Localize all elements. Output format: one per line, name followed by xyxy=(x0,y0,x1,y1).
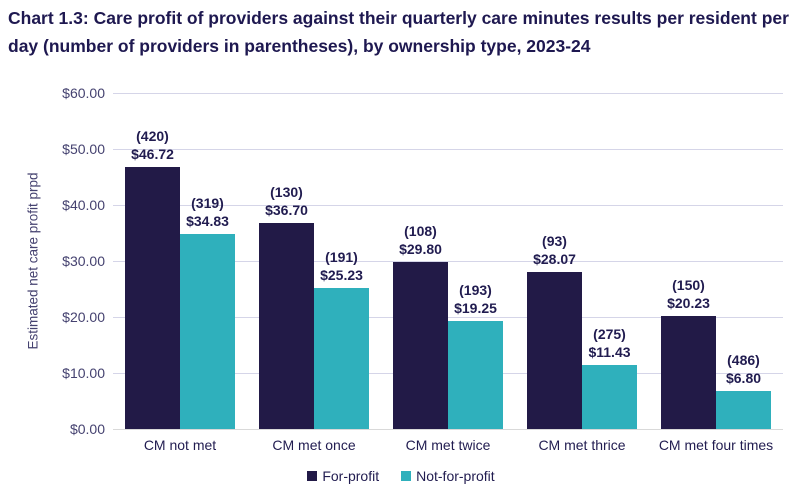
legend: For-profit Not-for-profit xyxy=(0,468,802,484)
profit-value-label: $19.25 xyxy=(454,300,497,317)
x-tick-label: CM not met xyxy=(143,437,217,453)
y-tick-label: $20.00 xyxy=(62,309,105,325)
profit-value-label: $6.80 xyxy=(725,369,762,386)
x-tick-label: CM met twice xyxy=(405,437,491,453)
bar-label-for-profit: (93) $28.07 xyxy=(533,232,576,268)
legend-swatch-for-profit xyxy=(307,471,318,481)
provider-count-label: (193) xyxy=(459,282,492,299)
profit-value-label: $20.23 xyxy=(667,294,710,311)
provider-count-label: (191) xyxy=(325,248,358,265)
legend-item-not-for-profit: Not-for-profit xyxy=(401,468,495,484)
bar-label-for-profit: (108) $29.80 xyxy=(399,222,442,258)
legend-label: Not-for-profit xyxy=(416,468,495,484)
bar-label-for-profit: (130) $36.70 xyxy=(265,183,308,219)
x-tick-label: CM met once xyxy=(272,437,356,453)
y-tick-label: $50.00 xyxy=(62,141,105,157)
bar-not-for-profit: (191) $25.23 xyxy=(314,249,369,429)
gridline xyxy=(113,261,783,262)
bar-not-for-profit: (319) $34.83 xyxy=(180,195,235,429)
y-tick-label: $40.00 xyxy=(62,197,105,213)
provider-count-label: (486) xyxy=(727,351,760,368)
bar-label-not-for-profit: (319) $34.83 xyxy=(186,194,229,230)
bar-label-for-profit: (150) $20.23 xyxy=(667,276,710,312)
bar-for-profit: (108) $29.80 xyxy=(393,223,448,429)
bar-for-profit: (150) $20.23 xyxy=(661,277,716,429)
bar-group-cm-met-twice: (108) $29.80 (193) $19.25 CM met twice xyxy=(393,93,503,453)
x-tick-label: CM met thrice xyxy=(538,437,626,453)
bar-group-cm-met-thrice: (93) $28.07 (275) $11.43 CM met thrice xyxy=(527,93,637,453)
legend-swatch-not-for-profit xyxy=(401,471,412,481)
x-tick-label: CM met four times xyxy=(658,437,774,453)
provider-count-label: (275) xyxy=(593,326,626,342)
provider-count-label: (93) xyxy=(542,232,567,249)
bar-group-cm-not-met: (420) $46.72 (319) $34.83 CM not met xyxy=(125,93,235,453)
bar-group-cm-met-four-times: (150) $20.23 (486) $6.80 CM met four times xyxy=(659,93,773,453)
bar-not-for-profit: (275) $11.43 xyxy=(582,326,637,429)
bar-label-not-for-profit: (275) $11.43 xyxy=(588,325,630,361)
gridline xyxy=(113,93,783,94)
profit-value-label: $29.80 xyxy=(399,241,442,258)
gridline xyxy=(113,205,783,206)
bar-label-for-profit: (420) $46.72 xyxy=(131,127,174,163)
bar-label-not-for-profit: (191) $25.23 xyxy=(320,248,363,284)
bar-groups: (420) $46.72 (319) $34.83 CM not met (130) $36… xyxy=(113,93,783,453)
legend-item-for-profit: For-profit xyxy=(307,468,379,484)
provider-count-label: (319) xyxy=(191,194,224,211)
y-tick-label: $0.00 xyxy=(69,421,105,437)
provider-count-label: (150) xyxy=(672,276,705,293)
bar-label-not-for-profit: (486) $6.80 xyxy=(726,351,761,387)
profit-value-label: $46.72 xyxy=(131,146,174,163)
profit-value-label: $36.70 xyxy=(265,202,308,219)
y-tick-label: $30.00 xyxy=(62,253,105,269)
x-axis-line xyxy=(113,429,783,430)
bar-for-profit: (93) $28.07 xyxy=(527,233,582,429)
gridline xyxy=(113,149,783,150)
bar-label-not-for-profit: (193) $19.25 xyxy=(454,281,497,317)
provider-count-label: (420) xyxy=(136,128,169,145)
gridline xyxy=(113,317,783,318)
legend-label: For-profit xyxy=(322,468,380,484)
provider-count-label: (108) xyxy=(404,223,437,240)
provider-count-label: (130) xyxy=(270,184,303,201)
bar-not-for-profit: (193) $19.25 xyxy=(448,282,503,429)
plot-area: $0.00 $10.00 $20.00 $30.00 $40.00 $50.00 $60.0… xyxy=(62,85,783,453)
profit-value-label: $25.23 xyxy=(320,266,363,283)
chart-title: Chart 1.3: Care profit of providers agai… xyxy=(8,8,789,56)
profit-value-label: $11.43 xyxy=(588,344,631,360)
y-tick-label: $60.00 xyxy=(62,85,105,101)
profit-value-label: $28.07 xyxy=(533,250,576,267)
bar-group-cm-met-once: (130) $36.70 (191) $25.23 CM met once xyxy=(259,93,369,453)
bar-for-profit: (420) $46.72 xyxy=(125,128,180,429)
y-tick-label: $10.00 xyxy=(62,365,105,381)
bar-for-profit: (130) $36.70 xyxy=(259,184,314,429)
profit-value-label: $34.83 xyxy=(186,212,229,229)
bar-not-for-profit: (486) $6.80 xyxy=(716,352,771,429)
y-axis-title: Estimated net care profit prpd xyxy=(25,172,41,350)
